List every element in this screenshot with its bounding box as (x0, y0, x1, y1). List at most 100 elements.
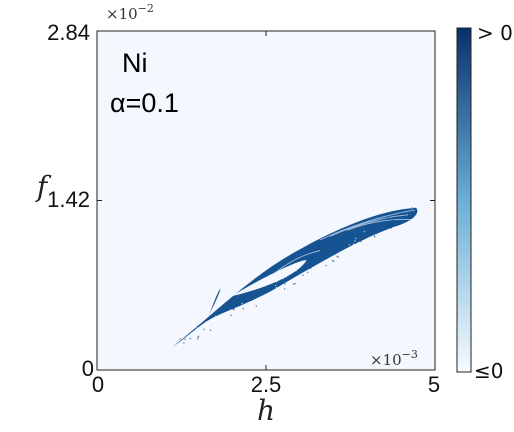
region-texture-dot (389, 225, 392, 227)
region-texture-dot (259, 300, 261, 302)
region-texture-dot (337, 256, 340, 259)
region-texture-dot (363, 230, 366, 233)
region-texture-dot (209, 329, 212, 331)
region-texture-dot (403, 216, 405, 219)
region-texture-dot (351, 246, 354, 249)
region-texture-dot (236, 310, 239, 313)
region-texture-dot (282, 277, 285, 280)
region-texture-dot (354, 237, 357, 240)
region-texture-dot (336, 255, 338, 258)
y-multiplier-exp: −2 (138, 2, 154, 15)
y-multiplier-base: ×10 (106, 5, 138, 23)
region-texture-dot (275, 286, 278, 289)
region-texture-dot (331, 260, 334, 262)
region-texture-dot (269, 295, 272, 297)
region-texture-dot (285, 274, 288, 277)
colorbar-top-label: > 0 (477, 21, 513, 45)
y-tick-label-top: 2.84 (47, 20, 90, 45)
region-texture-dot (235, 310, 237, 313)
colorbar-bottom-label: ≤0 (474, 359, 503, 383)
positive-lyapunov-region (172, 206, 418, 347)
region-texture-dot (333, 248, 336, 251)
x-multiplier: ×10−3 (370, 348, 418, 369)
region-texture-dot (285, 276, 287, 278)
region-filament-0 (319, 209, 415, 241)
region-texture-dot (274, 290, 277, 293)
region-texture-dot (196, 337, 199, 340)
region-texture-dot (205, 327, 208, 330)
region-texture-dot (189, 337, 192, 340)
region-texture-dot (391, 220, 394, 222)
x-multiplier-exp: −3 (402, 348, 418, 361)
region-texture-dot (205, 321, 208, 323)
region-texture-dot (231, 314, 234, 317)
region-texture-dot (306, 271, 309, 274)
region-texture-dot (262, 300, 265, 303)
region-texture-dot (222, 318, 224, 321)
region-lower-lobe (205, 288, 221, 323)
colorbar (456, 27, 472, 373)
region-texture-dot (401, 211, 403, 213)
region-texture-dot (390, 227, 392, 229)
region-outer-band (172, 207, 418, 347)
region-texture-dot (352, 243, 355, 246)
region-texture-dot (228, 315, 230, 318)
region-texture-dot (292, 283, 295, 285)
region-texture-dot (274, 284, 277, 287)
region-texture-dot (281, 289, 284, 292)
region-texture-dot (406, 206, 409, 208)
region-texture-dot (320, 263, 322, 265)
region-texture-dot (183, 342, 185, 344)
y-multiplier: ×10−2 (106, 2, 154, 23)
annotation-material: Ni (122, 48, 148, 78)
y-tick-label-mid: 1.42 (47, 187, 90, 212)
region-texture-dot (281, 285, 283, 288)
region-texture-dot (207, 322, 209, 325)
region-texture-dot (308, 265, 311, 268)
region-filament-2 (346, 218, 412, 231)
region-texture-dot (404, 213, 406, 215)
region-texture-dot (203, 328, 205, 331)
region-texture-dot (288, 285, 290, 287)
x-tick-label-1: 2.5 (251, 372, 282, 397)
region-texture-dot (352, 245, 354, 248)
x-multiplier-base: ×10 (370, 351, 402, 369)
region-texture-dot (293, 275, 296, 278)
region-filament-1 (329, 214, 409, 237)
region-texture-dot (294, 276, 297, 279)
region-texture-dot (295, 269, 297, 272)
y-tick-label-bottom: 0 (82, 356, 94, 381)
region-filament-3 (272, 250, 321, 275)
region-texture-dot (283, 288, 286, 290)
region-texture-dot (293, 280, 296, 283)
annotation-alpha: α=0.1 (110, 88, 179, 118)
region-texture-dot (184, 338, 186, 341)
x-tick-label-2: 5 (428, 372, 440, 397)
region-texture-dot (410, 210, 413, 213)
region-texture-dot (360, 240, 362, 243)
region-texture-dot (242, 307, 245, 310)
region-texture-dot (411, 207, 414, 209)
region-texture-dot (241, 302, 243, 305)
region-texture-dot (189, 329, 191, 332)
region-texture-dot (387, 216, 389, 219)
region-texture-dot (179, 338, 181, 340)
region-texture-dot (347, 244, 349, 246)
region-texture-dot (230, 314, 232, 317)
region-texture-dot (213, 319, 216, 321)
region-texture-dot (197, 335, 200, 338)
region-texture-dot (215, 315, 217, 318)
region-texture-dot (325, 264, 327, 267)
region-texture-dot (348, 244, 351, 246)
region-inner-hole (232, 260, 307, 296)
region-texture-dot (232, 308, 234, 310)
region-texture-dot (294, 282, 296, 285)
region-texture-dot (309, 267, 312, 270)
region-texture-dot (392, 219, 394, 221)
region-texture-dot (196, 326, 198, 328)
region-texture-dot (386, 224, 389, 226)
region-texture-dot (276, 281, 278, 283)
region-texture-dot (255, 305, 258, 307)
region-texture-dot (284, 283, 286, 285)
